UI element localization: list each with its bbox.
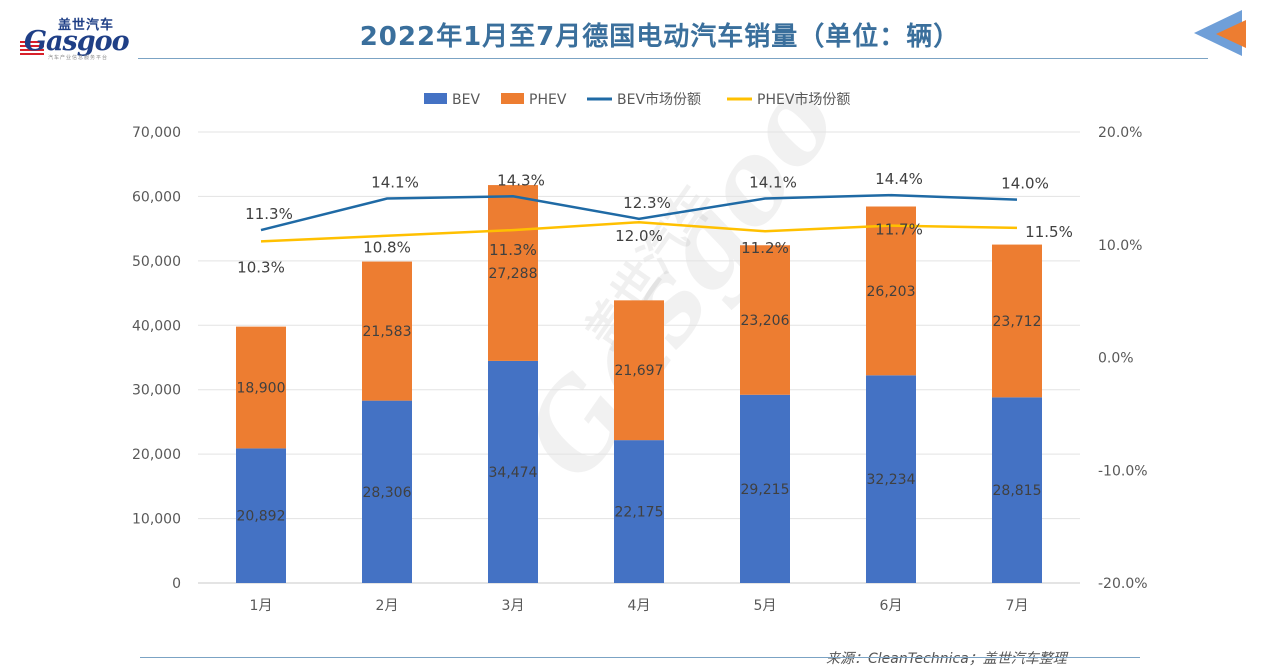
legend-label: BEV市场份额	[617, 91, 701, 108]
bar-label-phev: 27,288	[489, 266, 538, 282]
bar-label-bev: 29,215	[741, 482, 790, 498]
page-title: 2022年1月至7月德国电动汽车销量（单位：辆）	[359, 22, 961, 52]
bar-label-bev: 28,306	[363, 485, 412, 501]
data-label-phev-share: 12.0%	[615, 227, 663, 245]
bar-bev	[362, 400, 412, 583]
y-left-tick-label: 0	[172, 576, 181, 592]
bar-phev	[992, 244, 1042, 398]
data-label-phev-share: 10.8%	[363, 239, 411, 257]
y-right-tick-label: -20.0%	[1098, 576, 1148, 592]
arrow-back-shape	[1194, 10, 1242, 56]
data-label-phev-share: 10.3%	[237, 258, 285, 276]
y-left-tick-label: 10,000	[132, 512, 181, 528]
y-left-tick-label: 60,000	[132, 189, 181, 205]
x-tick-label: 1月	[250, 598, 273, 614]
logo-english-text: Gasgoo	[24, 26, 130, 57]
legend-label: PHEV市场份额	[757, 91, 850, 108]
data-label-phev-share: 11.5%	[1025, 223, 1073, 241]
bottom-divider	[140, 657, 1140, 658]
logo-stripes	[20, 41, 44, 55]
bar-label-bev: 32,234	[867, 472, 916, 488]
bar-label-phev: 23,206	[741, 313, 790, 329]
data-label-bev-share: 14.1%	[749, 174, 797, 192]
y-right-tick-label: -10.0%	[1098, 463, 1148, 479]
line-phev-share	[260, 220, 1018, 243]
legend-label: PHEV	[529, 92, 567, 108]
y-right-tick-label: 20.0%	[1098, 125, 1142, 141]
data-label-bev-share: 14.1%	[371, 174, 419, 192]
legend-swatch	[501, 93, 524, 104]
logo-subtitle: 汽车产业信息服务平台	[48, 55, 109, 61]
y-right-tick-label: 10.0%	[1098, 238, 1142, 254]
legend-label: BEV	[452, 92, 480, 108]
bar-bev	[236, 448, 286, 583]
y-left-tick-label: 40,000	[132, 318, 181, 334]
bar-phev	[740, 245, 790, 395]
bar-label-phev: 21,583	[363, 324, 412, 340]
x-tick-label: 2月	[376, 598, 399, 614]
arrow-front-shape	[1216, 20, 1246, 48]
y-left-tick-label: 70,000	[132, 125, 181, 141]
bar-label-phev: 18,900	[237, 381, 286, 397]
bar-label-phev: 23,712	[993, 314, 1042, 330]
bar-label-bev: 22,175	[615, 505, 664, 521]
bar-bev	[866, 375, 916, 583]
data-label-bev-share: 12.3%	[623, 194, 671, 212]
bar-bev	[740, 394, 790, 583]
y-left-tick-label: 30,000	[132, 383, 181, 399]
data-label-phev-share: 11.2%	[741, 239, 789, 257]
logo-chinese-text: 盖世汽车	[58, 18, 115, 33]
data-label-bev-share: 11.3%	[245, 205, 293, 223]
bar-bev	[614, 440, 664, 583]
y-right-tick-label: 0.0%	[1098, 351, 1134, 367]
data-label-bev-share: 14.3%	[497, 171, 545, 189]
bar-phev	[614, 300, 664, 441]
data-label-phev-share: 11.7%	[875, 221, 923, 239]
bar-label-bev: 20,892	[237, 509, 286, 525]
y-left-tick-label: 50,000	[132, 254, 181, 270]
source-note: 来源：CleanTechnica；盖世汽车整理	[826, 651, 1067, 667]
gasgoo-logo: 盖世汽车 Gasgoo 汽车产业信息服务平台	[18, 14, 138, 61]
title-divider	[138, 58, 1208, 59]
x-tick-label: 7月	[1006, 598, 1029, 614]
data-label-bev-share: 14.0%	[1001, 175, 1049, 193]
x-tick-label: 4月	[628, 598, 651, 614]
bar-label-phev: 26,203	[867, 284, 916, 300]
bar-phev	[866, 206, 916, 376]
bar-bev	[488, 360, 538, 583]
line-bev-share	[260, 193, 1018, 232]
x-tick-label: 3月	[502, 598, 525, 614]
bar-label-phev: 21,697	[615, 363, 664, 379]
bar-phev	[488, 185, 538, 361]
bar-phev	[236, 326, 286, 449]
bar-label-bev: 34,474	[489, 465, 538, 481]
legend-swatch	[424, 93, 447, 104]
y-left-tick-label: 20,000	[132, 447, 181, 463]
bar-phev	[362, 261, 412, 401]
bar-label-bev: 28,815	[993, 483, 1042, 499]
bar-bev	[992, 397, 1042, 583]
x-tick-label: 6月	[880, 598, 903, 614]
corner-arrow-icon	[1194, 10, 1246, 56]
data-label-bev-share: 14.4%	[875, 170, 923, 188]
x-tick-label: 5月	[754, 598, 777, 614]
data-label-phev-share: 11.3%	[489, 241, 537, 259]
